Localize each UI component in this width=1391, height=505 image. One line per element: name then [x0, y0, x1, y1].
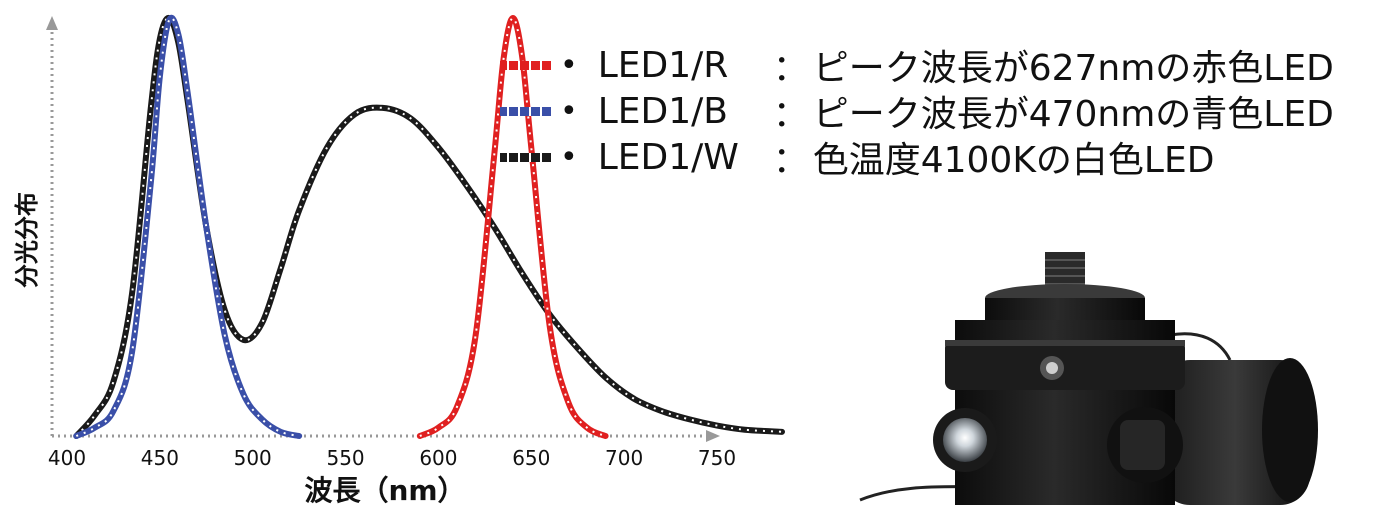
legend-swatch-w	[500, 152, 552, 162]
legend-bullet: •	[560, 93, 578, 129]
x-axis-label: 波長（nm）	[304, 474, 465, 505]
series-line-led1-b-dots	[75, 16, 300, 437]
legend-colon: ：	[772, 94, 809, 135]
legend-name: LED1/R	[597, 44, 729, 86]
x-tick-label: 600	[419, 446, 457, 470]
legend-bullet: •	[560, 47, 578, 83]
x-tick-labels: 400 450 500 550 600 650 700 750	[48, 446, 736, 470]
y-axis-arrow-icon	[46, 16, 58, 30]
legend-name: LED1/B	[597, 90, 728, 132]
legend-desc: ピーク波長が627nmの赤色LED	[812, 48, 1334, 89]
x-tick-label: 650	[512, 446, 550, 470]
legend-desc: 色温度4100Kの白色LED	[812, 140, 1215, 181]
x-tick-label: 750	[698, 446, 736, 470]
legend-swatch-b	[500, 106, 552, 116]
legend-bullet: •	[560, 139, 578, 175]
y-axis-label: 分光分布	[13, 192, 41, 288]
legend-name: LED1/W	[597, 136, 739, 178]
legend-swatch-r	[500, 60, 552, 70]
x-tick-label: 450	[141, 446, 179, 470]
x-tick-label: 550	[326, 446, 364, 470]
x-tick-label: 500	[234, 446, 272, 470]
legend-item-r: • LED1/R ： ピーク波長が627nmの赤色LED	[500, 42, 1334, 89]
legend-desc: ピーク波長が470nmの青色LED	[812, 94, 1334, 135]
x-axis-arrow-icon	[706, 430, 720, 442]
series-line-led1-r	[416, 14, 609, 439]
x-tick-label: 400	[48, 446, 86, 470]
legend-item-w: • LED1/W ： 色温度4100Kの白色LED	[500, 134, 1334, 181]
led-device-photo	[859, 252, 1318, 505]
series-line-led1-w-dots	[75, 16, 783, 437]
series-lines	[73, 14, 785, 439]
series-line-led1-b	[73, 14, 303, 439]
spectral-chart: 400 450 500 550 600 650 700 750 波長（nm） 分光分布	[13, 14, 785, 505]
legend-colon: ：	[772, 48, 809, 89]
chart-legend: • LED1/R ： ピーク波長が627nmの赤色LED • LED1/B ： …	[500, 42, 1334, 181]
x-tick-label: 700	[605, 446, 643, 470]
legend-item-b: • LED1/B ： ピーク波長が470nmの青色LED	[500, 88, 1334, 135]
legend-colon: ：	[772, 140, 809, 181]
